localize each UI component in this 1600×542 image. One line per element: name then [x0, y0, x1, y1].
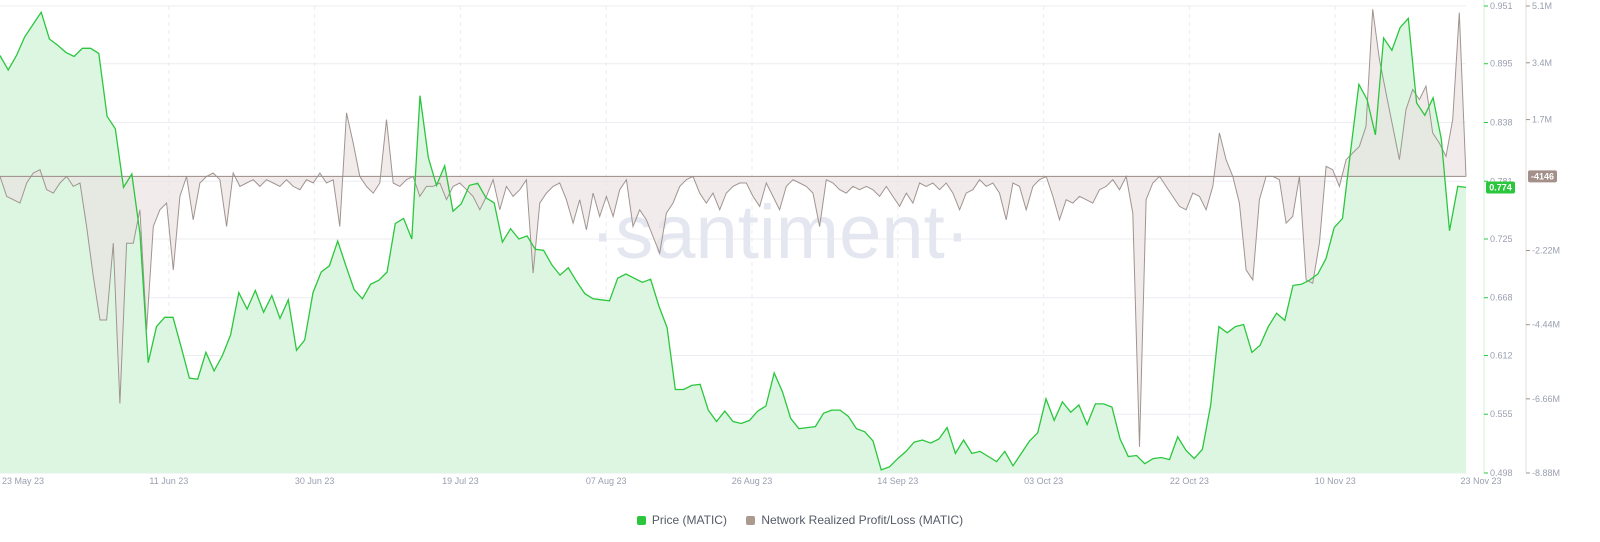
current-price-label: 0.774: [1489, 182, 1512, 192]
y-left-tick-label: 0.781: [1490, 176, 1513, 186]
y-right-tick-label: -4.44M: [1532, 320, 1560, 330]
x-tick-label: 26 Aug 23: [732, 476, 773, 486]
legend-label-price: Price (MATIC): [651, 513, 727, 527]
y-right-tick-label: 1.7M: [1532, 115, 1552, 125]
current-pl-badge: [1528, 170, 1557, 183]
price-line[interactable]: [0, 10, 1467, 471]
current-pl-label: -4146: [1531, 171, 1554, 181]
legend-label-pl: Network Realized Profit/Loss (MATIC): [761, 513, 964, 527]
y-right-tick-label: -8.88M: [1532, 468, 1560, 478]
x-tick-label: 03 Oct 23: [1024, 476, 1063, 486]
price-area: [0, 12, 1466, 473]
y-left-tick-label: 0.612: [1490, 350, 1513, 360]
legend-item-price[interactable]: Price (MATIC): [636, 513, 727, 527]
x-tick-label: 11 Jun 23: [149, 476, 188, 486]
x-tick-label: 22 Oct 23: [1170, 476, 1209, 486]
y-left-tick-label: 0.895: [1490, 59, 1513, 69]
x-tick-label: 23 May 23: [2, 476, 44, 486]
y-left-tick-label: 0.838: [1490, 117, 1513, 127]
y-left-tick-label: 0.725: [1490, 234, 1513, 244]
y-right-tick-label: 3.4M: [1532, 58, 1552, 68]
x-tick-label: 14 Sep 23: [877, 476, 918, 486]
x-tick-label: 30 Jun 23: [295, 476, 335, 486]
legend-swatch-price: [636, 515, 646, 525]
legend-swatch-pl: [746, 515, 756, 525]
pl-line[interactable]: [0, 9, 1467, 447]
current-price-badge: [1486, 181, 1515, 194]
y-left-tick-label: 0.951: [1490, 1, 1513, 11]
y-right-tick-label: -6.66M: [1532, 394, 1560, 404]
y-right-tick-label: -2.22M: [1532, 246, 1560, 256]
chart-canvas[interactable]: 23 May 23 11 Jun 23 30 Jun 23 19 Jul 23 07 A…: [0, 0, 1600, 500]
y-left-tick-label: 0.668: [1490, 293, 1513, 303]
y-right-tick-label: 5.1M: [1532, 1, 1552, 11]
x-tick-label: 10 Nov 23: [1315, 476, 1356, 486]
y-left-tick-label: 0.498: [1490, 468, 1513, 478]
legend-item-pl[interactable]: Network Realized Profit/Loss (MATIC): [746, 513, 963, 527]
chart-legend: Price (MATIC) Network Realized Profit/Lo…: [0, 513, 1600, 528]
x-tick-label: 19 Jul 23: [442, 476, 479, 486]
x-tick-label: 07 Aug 23: [586, 476, 627, 486]
x-tick-label: 23 Nov 23: [1460, 476, 1501, 486]
y-left-tick-label: 0.555: [1490, 409, 1513, 419]
